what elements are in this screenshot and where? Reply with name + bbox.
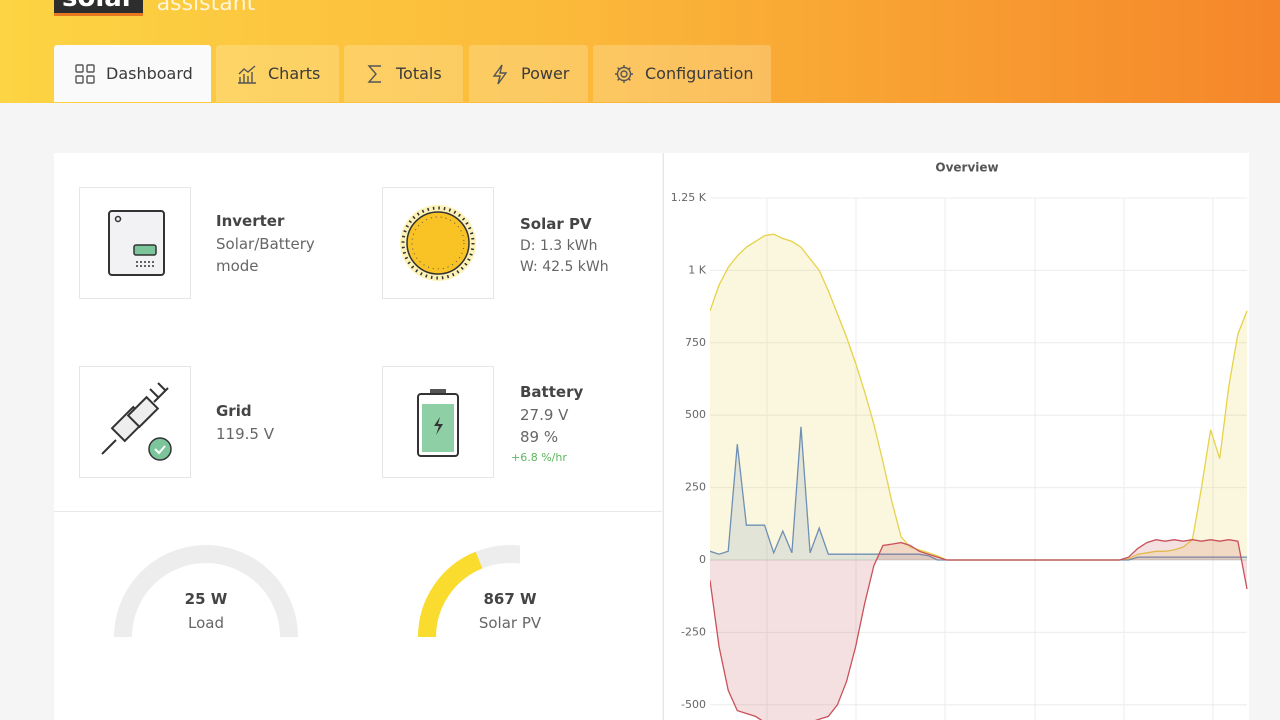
tab-totals[interactable]: Totals	[344, 45, 463, 102]
area	[710, 234, 1247, 560]
dashboard-icon	[75, 63, 95, 84]
tab-power[interactable]: Power	[469, 45, 588, 102]
header: solar assistant Dashboard Charts Totals …	[0, 0, 1280, 103]
tab-label: Dashboard	[106, 64, 193, 83]
gauge-label: Solar PV	[478, 614, 542, 632]
plug-graphic	[101, 382, 172, 461]
totals-icon	[367, 64, 381, 83]
divider	[54, 511, 662, 512]
sun-graphic	[400, 205, 476, 281]
tab-configuration[interactable]: Configuration	[593, 45, 771, 102]
gauge-value: 867 W	[483, 590, 537, 608]
battery-card: Battery 27.9 V 89 %	[520, 381, 650, 448]
card-title: Grid	[216, 402, 252, 420]
card-line: W: 42.5 kWh	[520, 259, 609, 275]
vertical-grid	[766, 198, 1214, 720]
card-title: Solar PV	[520, 215, 592, 233]
plot	[710, 233, 1248, 720]
card-line: 119.5 V	[216, 425, 274, 443]
card-line: 89 %	[520, 428, 559, 446]
card-line: D: 1.3 kWh	[520, 238, 598, 254]
y-tick-label: 1.25 K	[671, 191, 707, 204]
inverter-graphic	[108, 210, 165, 276]
y-tick-label: 250	[685, 481, 706, 494]
tab-charts[interactable]: Charts	[216, 45, 339, 102]
y-tick-label: -250	[681, 625, 706, 638]
y-tick-label: 500	[685, 408, 706, 421]
line	[710, 539, 1248, 720]
tab-dashboard[interactable]: Dashboard	[54, 45, 211, 102]
power-icon	[492, 64, 508, 84]
grid-card: Grid 119.5 V	[216, 400, 346, 445]
card-line: Solar/Battery mode	[216, 235, 315, 275]
inverter-icon[interactable]	[79, 187, 191, 299]
solar-icon[interactable]	[382, 187, 494, 299]
chart-title: Overview	[935, 161, 998, 175]
brand-name: solar	[54, 0, 143, 16]
battery-graphic	[417, 389, 459, 457]
gauge-label: Load	[188, 614, 224, 632]
solar-card: Solar PV D: 1.3 kWh W: 42.5 kWh	[520, 213, 650, 278]
brand-suffix: assistant	[156, 0, 256, 16]
gauge-value: 25 W	[184, 590, 228, 608]
battery-icon[interactable]	[382, 366, 494, 478]
card-line: 27.9 V	[520, 406, 569, 424]
overview-chart: Overview 1.25 K 1 K 750 500 250 0 -250 -500	[671, 161, 1248, 720]
y-tick-label: 750	[685, 336, 706, 349]
area	[710, 426, 1247, 560]
chart-panel	[663, 153, 1249, 720]
tab-label: Configuration	[645, 64, 754, 83]
y-tick-label: -500	[681, 698, 706, 711]
inverter-card: Inverter Solar/Battery mode	[216, 210, 346, 277]
tab-label: Power	[521, 64, 570, 83]
tab-label: Charts	[268, 64, 321, 83]
grid-icon[interactable]	[79, 366, 191, 478]
card-title: Battery	[520, 383, 584, 401]
configuration-icon	[615, 64, 633, 83]
battery-rate: +6.8 %/hr	[511, 451, 567, 464]
brand[interactable]: solar assistant	[54, 0, 255, 16]
card-title: Inverter	[216, 212, 285, 230]
gauge-track	[114, 545, 298, 638]
charts-icon	[238, 64, 256, 84]
y-tick-label: 1 K	[688, 263, 706, 276]
y-tick-label: 0	[699, 553, 706, 566]
gauge-fill	[418, 551, 483, 638]
tab-label: Totals	[396, 64, 442, 83]
gauges	[114, 545, 520, 638]
area	[710, 539, 1247, 720]
